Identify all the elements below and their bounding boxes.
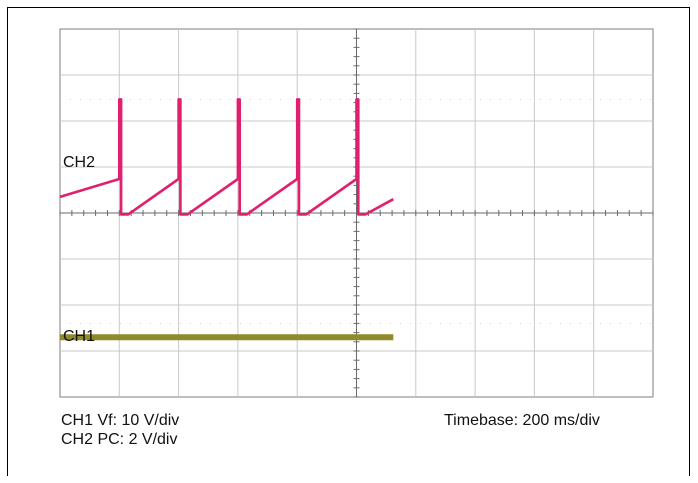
grid (59, 28, 654, 398)
figure-frame (7, 7, 690, 476)
ch1-channel-label: CH1 (63, 328, 95, 345)
ch1-scale-caption: CH1 Vf: 10 V/div (61, 412, 180, 429)
traces (59, 98, 394, 341)
timebase-caption: Timebase: 200 ms/div (444, 412, 600, 429)
ch2-channel-label: CH2 (63, 154, 95, 171)
ch2-trace (59, 98, 394, 216)
ch2-scale-caption: CH2 PC: 2 V/div (61, 431, 178, 448)
